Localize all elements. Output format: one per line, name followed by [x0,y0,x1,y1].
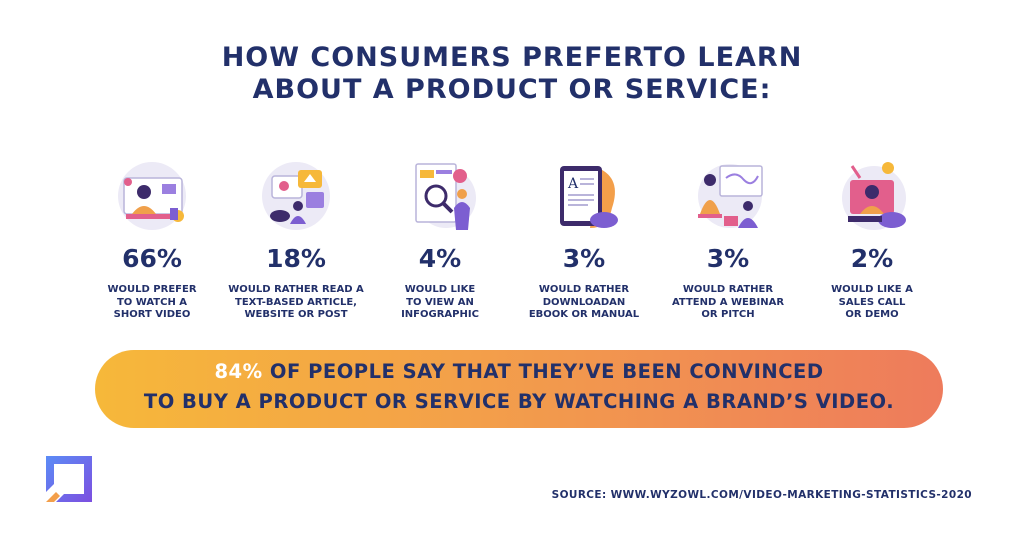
brand-logo-icon [46,456,92,502]
source-citation: SOURCE: WWW.WYZOWL.COM/VIDEO-MARKETING-S… [551,489,972,501]
stat-desc-line: WOULD PREFER [107,284,197,295]
stat-percent: 66% [122,244,182,273]
stat-item: 18% WOULD RATHER READ A TEXT-BASED ARTIC… [224,158,368,322]
stat-desc-line: EBOOK OR MANUAL [528,309,640,320]
stat-description: WOULD RATHER READ A TEXT-BASED ARTICLE, … [224,284,368,322]
title-line-1: HOW CONSUMERS PREFERTO LEARN [221,42,803,73]
stat-desc-line: SHORT VIDEO [113,309,191,320]
banner-line-2: TO BUY A PRODUCT OR SERVICE BY WATCHING … [143,390,895,413]
stat-percent: 2% [850,244,894,273]
title-line-2: ABOUT A PRODUCT OR SERVICE: [252,74,772,105]
stat-desc-line: OR DEMO [845,309,899,320]
stat-desc-line: WOULD RATHER [538,284,630,295]
stat-description: WOULD LIKE TO VIEW AN INFOGRAPHIC [368,284,512,322]
stat-percent: 3% [562,244,606,273]
stats-row: 66% WOULD PREFER TO WATCH A SHORT VIDEO … [80,158,944,338]
stat-desc-line: INFOGRAPHIC [401,309,479,320]
stat-item: 2% WOULD LIKE A SALES CALL OR DEMO [800,158,944,322]
infographic-magnifier-icon [415,163,476,230]
stat-desc-line: SALES CALL [838,296,906,308]
stat-desc-line: TO WATCH A [116,296,188,308]
video-person-icon [118,162,186,230]
stat-item: 4% WOULD LIKE TO VIEW AN INFOGRAPHIC [368,158,512,322]
stat-item: 3% WOULD RATHER ATTEND A WEBINAR OR PITC… [656,158,800,322]
stat-desc-line: WEBSITE OR POST [244,309,348,320]
stat-desc-line: ATTEND A WEBINAR [671,296,785,308]
stat-description: WOULD LIKE A SALES CALL OR DEMO [800,284,944,322]
stat-description: WOULD RATHER DOWNLOADAN EBOOK OR MANUAL [512,284,656,322]
page-title: HOW CONSUMERS PREFERTO LEARN ABOUT A PRO… [0,42,1024,106]
stat-desc-line: TO VIEW AN [406,296,474,308]
stat-desc-line: TEXT-BASED ARTICLE, [235,296,357,308]
webinar-presentation-icon [698,164,763,228]
stat-percent: 18% [266,244,326,273]
stat-desc-line: WOULD LIKE [404,284,476,295]
stat-description: WOULD PREFER TO WATCH A SHORT VIDEO [80,284,224,322]
banner-line-1: 84% OF PEOPLE SAY THAT THEY’VE BEEN CONV… [95,360,943,383]
highlight-banner: 84% OF PEOPLE SAY THAT THEY’VE BEEN CONV… [95,350,943,428]
stat-percent: 4% [418,244,462,273]
banner-line-1-text: OF PEOPLE SAY THAT THEY’VE BEEN CONVINCE… [262,360,824,383]
online-reading-icon [262,162,330,230]
ebook-tablet-icon: A [560,166,618,228]
sales-call-icon [842,162,906,230]
stat-item: A 3% WOULD RATHER DOWNLOADAN EBOOK OR MA… [512,158,656,322]
stat-desc-line: OR PITCH [701,309,755,320]
stat-percent: 3% [706,244,750,273]
svg-text:A: A [567,176,579,192]
stat-desc-line: WOULD LIKE A [831,284,913,295]
banner-highlight: 84% [214,360,263,383]
stat-desc-line: WOULD RATHER READ A [228,284,364,295]
stat-item: 66% WOULD PREFER TO WATCH A SHORT VIDEO [80,158,224,322]
stat-description: WOULD RATHER ATTEND A WEBINAR OR PITCH [656,284,800,322]
stat-desc-line: DOWNLOADAN [542,296,626,308]
stat-desc-line: WOULD RATHER [682,284,774,295]
